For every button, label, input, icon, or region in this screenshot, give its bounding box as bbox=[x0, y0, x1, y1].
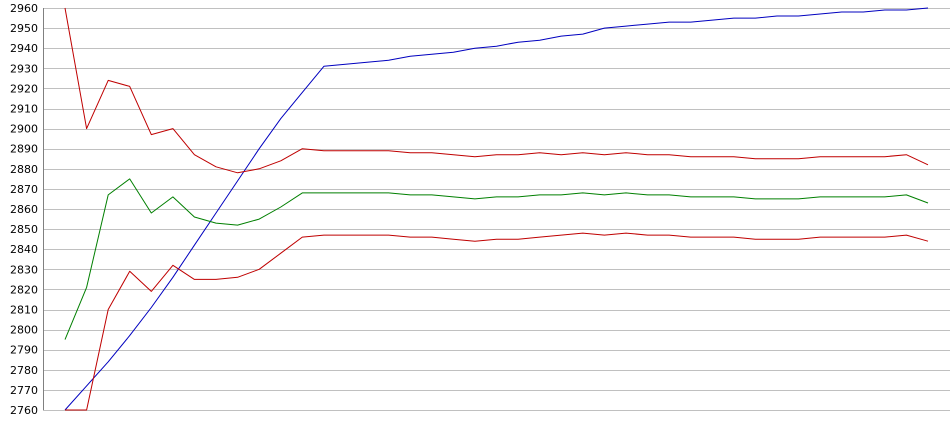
y-tick-label: 2770 bbox=[10, 384, 38, 397]
y-tick-label: 2760 bbox=[10, 404, 38, 417]
y-tick-label: 2910 bbox=[10, 103, 38, 116]
y-tick-label: 2950 bbox=[10, 22, 38, 35]
y-tick-label: 2890 bbox=[10, 143, 38, 156]
y-tick-labels: 2760 2770 2780 2790 2800 2810 2820 2830 2840 2850… bbox=[10, 2, 38, 417]
y-tick-label: 2870 bbox=[10, 183, 38, 196]
y-tick-label: 2930 bbox=[10, 62, 38, 75]
y-tick-label: 2820 bbox=[10, 283, 38, 296]
y-tick-label: 2790 bbox=[10, 344, 38, 357]
y-tick-label: 2940 bbox=[10, 42, 38, 55]
series-line-1 bbox=[64, 7, 929, 411]
y-tick-label: 2780 bbox=[10, 364, 38, 377]
grid-lines bbox=[43, 8, 950, 411]
y-tick-label: 2850 bbox=[10, 223, 38, 236]
y-tick-label: 2880 bbox=[10, 163, 38, 176]
series-lines bbox=[64, 7, 929, 411]
series-line-2 bbox=[64, 7, 929, 174]
y-tick-label: 2830 bbox=[10, 263, 38, 276]
y-tick-label: 2900 bbox=[10, 123, 38, 136]
series-line-4 bbox=[65, 232, 929, 411]
y-tick-label: 2860 bbox=[10, 203, 38, 216]
series-line-3 bbox=[64, 178, 929, 340]
y-tick-label: 2960 bbox=[10, 2, 38, 15]
y-tick-label: 2810 bbox=[10, 304, 38, 317]
y-tick-label: 2800 bbox=[10, 324, 38, 337]
y-tick-label: 2920 bbox=[10, 82, 38, 95]
y-tick-label: 2840 bbox=[10, 243, 38, 256]
